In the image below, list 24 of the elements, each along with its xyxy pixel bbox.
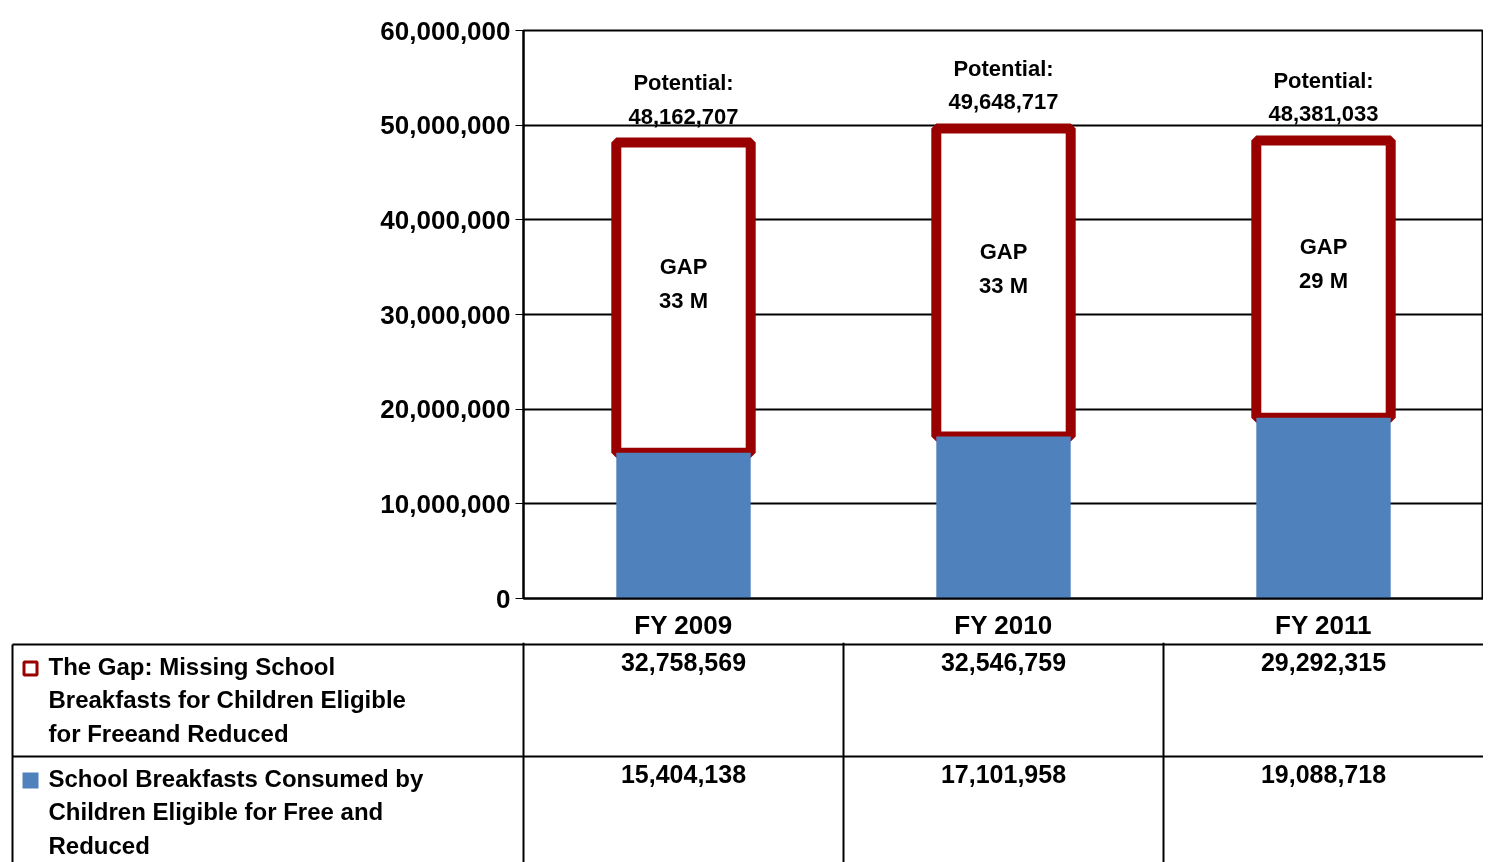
x-tick-label: FY 2011: [1275, 609, 1372, 640]
annotation: GAP 33 M: [659, 254, 708, 314]
x-tick-label: FY 2009: [634, 609, 733, 640]
data-label: 29,292,315: [1260, 647, 1387, 676]
legend-label: School Breakfasts Consumed by Children Eligible for Free and Reduced: [48, 764, 424, 859]
y-tick-label: 60,000,000: [380, 15, 511, 46]
annotation: Potential: 48,381,033: [1268, 67, 1379, 127]
data-label: 32,546,759: [940, 647, 1067, 676]
x-tick-label: FY 2010: [954, 609, 1053, 640]
data-label: 17,101,958: [940, 759, 1067, 788]
y-tick-label: 30,000,000: [380, 299, 511, 330]
y-tick-label: 0: [496, 583, 511, 614]
y-tick-label: 20,000,000: [380, 394, 511, 425]
y-tick-label: 40,000,000: [380, 204, 511, 235]
annotation: GAP 29 M: [1299, 234, 1348, 294]
legend-label: The Gap: Missing School Breakfasts for Children Eligible for Freeand Reduced: [48, 652, 406, 747]
data-label: 19,088,718: [1260, 759, 1387, 788]
annotation: GAP 33 M: [979, 239, 1028, 298]
data-label: 15,404,138: [620, 759, 747, 788]
annotation: Potential: 48,162,707: [628, 69, 739, 129]
y-tick-label: 50,000,000: [380, 110, 511, 141]
annotation: Potential: 49,648,717: [948, 55, 1059, 115]
data-label: 32,758,569: [620, 647, 747, 676]
y-tick-label: 10,000,000: [380, 488, 511, 519]
